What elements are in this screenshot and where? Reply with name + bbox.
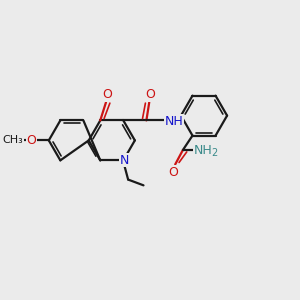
Text: NH: NH xyxy=(194,143,212,157)
Text: NH: NH xyxy=(165,115,184,128)
Text: CH₃: CH₃ xyxy=(3,135,24,146)
Text: 2: 2 xyxy=(212,148,218,158)
Text: N: N xyxy=(120,154,129,167)
Text: O: O xyxy=(145,88,155,101)
Text: O: O xyxy=(168,166,178,178)
Text: O: O xyxy=(27,134,36,147)
Text: O: O xyxy=(102,88,112,101)
